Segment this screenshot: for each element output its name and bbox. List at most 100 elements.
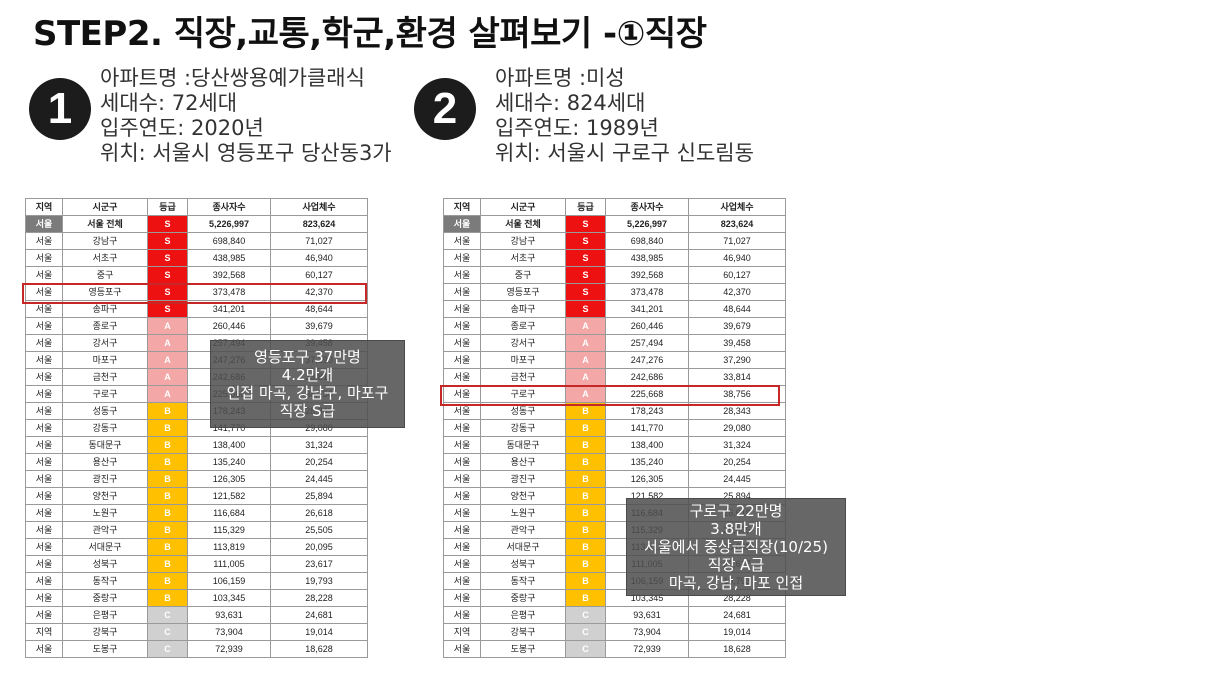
region-cell: 서울 bbox=[25, 606, 63, 624]
number-badge-1: 1 bbox=[29, 78, 91, 140]
total-row: 서울 서울 전체 S 5,226,997 823,624 bbox=[25, 215, 368, 233]
region-cell: 서울 bbox=[443, 249, 481, 267]
district-cell: 마포구 bbox=[62, 351, 148, 369]
grade-cell: A bbox=[147, 334, 188, 352]
annotation-line: 직장 A급 bbox=[707, 556, 765, 574]
grade-cell: B bbox=[147, 453, 188, 471]
employees-cell: 135,240 bbox=[605, 453, 689, 471]
grade-cell: S bbox=[565, 215, 606, 233]
region-cell: 서울 bbox=[443, 436, 481, 454]
column-header-grade: 등급 bbox=[147, 198, 188, 216]
annotation-line: 4.2만개 bbox=[281, 366, 334, 384]
grade-cell: B bbox=[565, 402, 606, 420]
businesses-cell: 24,445 bbox=[270, 470, 368, 488]
table-row: 서울 종로구 A 260,446 39,679 bbox=[443, 317, 786, 335]
district-cell: 서울 전체 bbox=[62, 215, 148, 233]
grade-cell: S bbox=[147, 215, 188, 233]
annotation-box-2: 구로구 22만명 3.8만개 서울에서 중상급직장(10/25) 직장 A급 마곡, 강… bbox=[626, 498, 846, 596]
column-header-region: 지역 bbox=[25, 198, 63, 216]
businesses-cell: 19,793 bbox=[270, 572, 368, 590]
district-cell: 동작구 bbox=[480, 572, 566, 590]
district-cell: 금천구 bbox=[480, 368, 566, 386]
region-cell: 서울 bbox=[25, 589, 63, 607]
businesses-cell: 39,679 bbox=[688, 317, 786, 335]
district-cell: 동작구 bbox=[62, 572, 148, 590]
district-cell: 광진구 bbox=[62, 470, 148, 488]
grade-cell: S bbox=[565, 249, 606, 267]
businesses-cell: 25,505 bbox=[270, 521, 368, 539]
businesses-cell: 20,254 bbox=[270, 453, 368, 471]
district-cell: 용산구 bbox=[62, 453, 148, 471]
district-cell: 마포구 bbox=[480, 351, 566, 369]
employees-cell: 113,819 bbox=[187, 538, 271, 556]
businesses-cell: 18,628 bbox=[688, 640, 786, 658]
businesses-cell: 29,080 bbox=[688, 419, 786, 437]
employment-table-2: 지역 시군구 등급 종사자수 사업체수 서울 서울 전체 S 5,226,997 823,624… bbox=[440, 198, 786, 658]
column-header-businesses: 사업체수 bbox=[688, 198, 786, 216]
column-header-employees: 종사자수 bbox=[605, 198, 689, 216]
table-row: 서울 강남구 S 698,840 71,027 bbox=[25, 232, 368, 250]
businesses-cell: 20,254 bbox=[688, 453, 786, 471]
employees-cell: 392,568 bbox=[187, 266, 271, 284]
district-cell: 용산구 bbox=[480, 453, 566, 471]
businesses-cell: 26,618 bbox=[270, 504, 368, 522]
grade-cell: C bbox=[147, 623, 188, 641]
grade-cell: C bbox=[147, 640, 188, 658]
grade-cell: A bbox=[147, 317, 188, 335]
employees-cell: 260,446 bbox=[187, 317, 271, 335]
grade-cell: B bbox=[565, 487, 606, 505]
district-cell: 노원구 bbox=[62, 504, 148, 522]
region-cell: 서울 bbox=[443, 351, 481, 369]
household-count: 세대수: 72세대 bbox=[100, 91, 238, 115]
district-cell: 서초구 bbox=[62, 249, 148, 267]
grade-cell: B bbox=[565, 589, 606, 607]
grade-cell: S bbox=[565, 232, 606, 250]
employees-cell: 5,226,997 bbox=[187, 215, 271, 233]
employees-cell: 73,904 bbox=[605, 623, 689, 641]
table-row: 서울 광진구 B 126,305 24,445 bbox=[25, 470, 368, 488]
grade-cell: B bbox=[147, 419, 188, 437]
grade-cell: B bbox=[565, 538, 606, 556]
table-row: 서울 은평구 C 93,631 24,681 bbox=[443, 606, 786, 624]
employees-cell: 438,985 bbox=[187, 249, 271, 267]
table-row: 서울 용산구 B 135,240 20,254 bbox=[443, 453, 786, 471]
grade-cell: C bbox=[147, 606, 188, 624]
employees-cell: 73,904 bbox=[187, 623, 271, 641]
annotation-line: 3.8만개 bbox=[710, 520, 762, 538]
district-cell: 강서구 bbox=[62, 334, 148, 352]
district-cell: 중구 bbox=[480, 266, 566, 284]
grade-cell: B bbox=[565, 504, 606, 522]
grade-cell: S bbox=[147, 249, 188, 267]
region-cell: 서울 bbox=[25, 334, 63, 352]
district-cell: 송파구 bbox=[480, 300, 566, 318]
grade-cell: A bbox=[147, 368, 188, 386]
district-cell: 관악구 bbox=[62, 521, 148, 539]
region-cell: 서울 bbox=[443, 504, 481, 522]
region-cell: 서울 bbox=[25, 232, 63, 250]
region-cell: 서울 bbox=[25, 266, 63, 284]
employees-cell: 93,631 bbox=[187, 606, 271, 624]
grade-cell: B bbox=[565, 419, 606, 437]
district-cell: 도봉구 bbox=[480, 640, 566, 658]
employees-cell: 138,400 bbox=[187, 436, 271, 454]
region-cell: 서울 bbox=[25, 572, 63, 590]
row-highlight-box bbox=[22, 282, 367, 304]
grade-cell: C bbox=[565, 623, 606, 641]
region-cell: 서울 bbox=[443, 589, 481, 607]
grade-cell: B bbox=[147, 538, 188, 556]
employees-cell: 373,478 bbox=[605, 283, 689, 301]
grade-cell: S bbox=[147, 232, 188, 250]
apartment-info-2: 아파트명 :미성 세대수: 824세대 입주연도: 1989년 위치: 서울시 … bbox=[495, 66, 754, 166]
grade-cell: C bbox=[565, 640, 606, 658]
district-cell: 양천구 bbox=[480, 487, 566, 505]
location: 위치: 서울시 구로구 신도림동 bbox=[495, 141, 754, 165]
grade-cell: S bbox=[147, 266, 188, 284]
